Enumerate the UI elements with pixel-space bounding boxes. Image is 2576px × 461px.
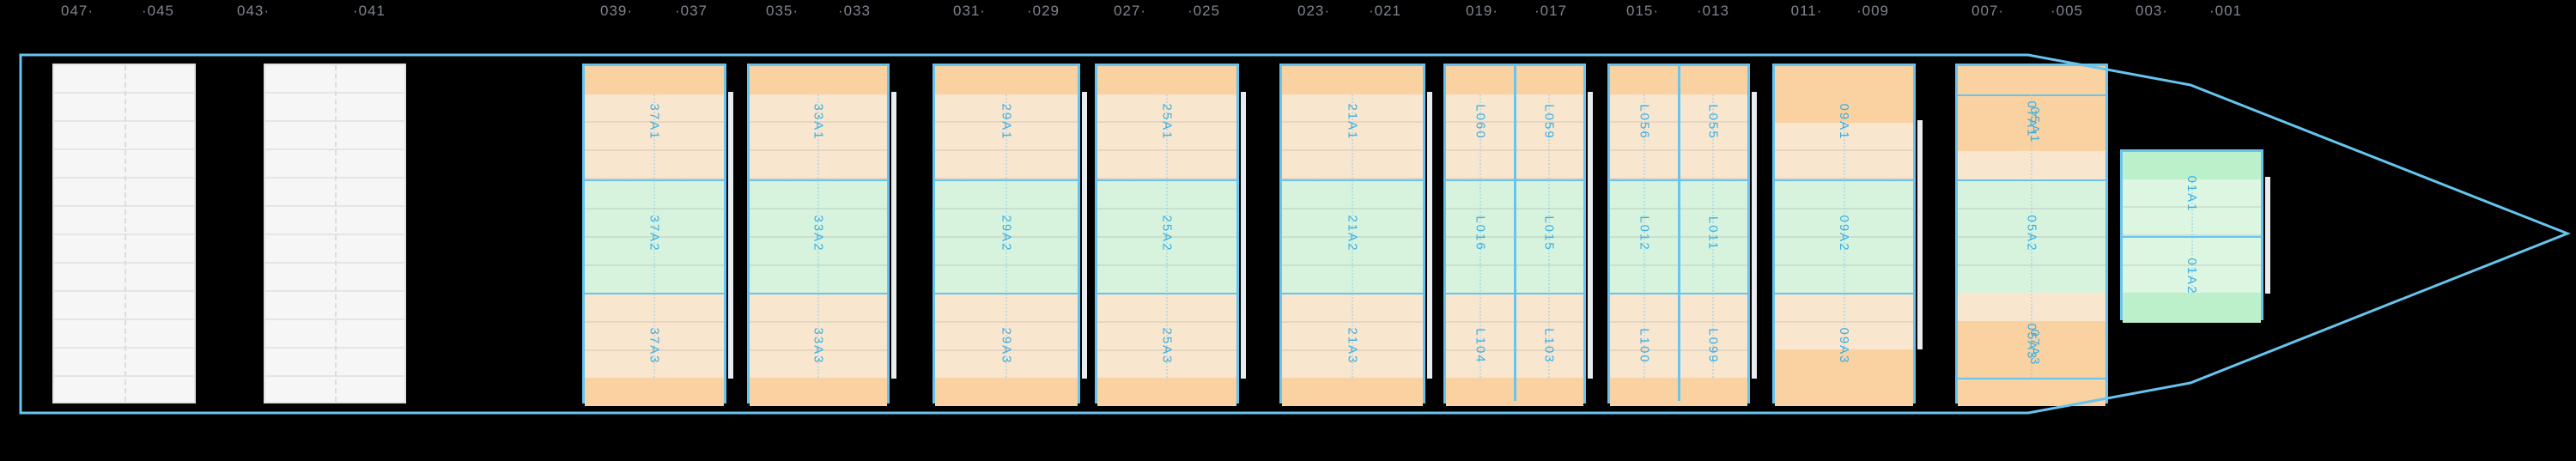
frame-number-label: ·021 xyxy=(1368,3,1402,19)
bay-05-section[interactable] xyxy=(1958,66,2105,94)
slot-label-L099: L099 xyxy=(1705,328,1721,364)
slot-label-33A2: 33A2 xyxy=(811,215,826,252)
slot-label-L103: L103 xyxy=(1541,328,1557,364)
slot-label-09A1: 09A1 xyxy=(1837,103,1851,141)
bay-33-section[interactable] xyxy=(750,378,887,406)
bay-29-section[interactable] xyxy=(935,66,1078,94)
bay-25-section[interactable] xyxy=(1097,378,1236,406)
slot-label-L016: L016 xyxy=(1473,215,1488,252)
bay-L2[interactable]: L056 L055 L012 L011 L100 L099 xyxy=(1607,64,1750,406)
frame-number-label: ·037 xyxy=(674,3,708,19)
hatch-side-strip xyxy=(1427,92,1432,379)
bay-33[interactable]: 33A1 33A2 33A3 xyxy=(747,64,890,406)
hatch-side-strip xyxy=(1917,120,1923,349)
frame-number-label: 039· xyxy=(599,3,634,19)
bay-01[interactable]: 01A1 01A2 xyxy=(2120,149,2263,323)
slot-label-L011: L011 xyxy=(1705,215,1721,252)
slot-label-25A2: 25A2 xyxy=(1159,215,1175,252)
hatch-side-strip xyxy=(1588,92,1593,379)
hatch-side-strip xyxy=(2265,177,2270,294)
slot-label-37A2: 37A2 xyxy=(647,215,662,252)
slot-label-09A3: 09A3 xyxy=(1837,327,1851,365)
bay-09[interactable]: 09A1 09A2 09A3 xyxy=(1772,64,1916,406)
frame-number-label: ·009 xyxy=(1856,3,1890,19)
frame-number-label: ·001 xyxy=(2208,3,2243,19)
bay-05-section[interactable] xyxy=(1958,378,2105,406)
slot-label-37A3: 37A3 xyxy=(647,327,662,365)
slot-label-29A3: 29A3 xyxy=(999,327,1014,365)
frame-number-label: 015· xyxy=(1625,3,1660,19)
bay-21-section[interactable] xyxy=(1282,66,1423,94)
frame-number-label: 035· xyxy=(765,3,799,19)
slot-label-L012: L012 xyxy=(1637,215,1652,252)
frame-number-label: ·017 xyxy=(1534,3,1568,19)
hatch-side-strip xyxy=(728,92,733,379)
slot-label-33A3: 33A3 xyxy=(811,327,826,365)
bay-37-section[interactable] xyxy=(585,66,724,94)
slot-label-07A3: 07A3 xyxy=(2026,329,2042,367)
frame-number-label: ·005 xyxy=(2050,3,2084,19)
frame-number-label: 023· xyxy=(1297,3,1331,19)
frame-number-label: 043· xyxy=(236,3,270,19)
frame-number-label: ·033 xyxy=(837,3,872,19)
frame-number-label: 027· xyxy=(1113,3,1147,19)
frame-number-label: 011· xyxy=(1790,3,1823,19)
bay-21[interactable]: 21A1 21A2 21A3 xyxy=(1279,64,1425,406)
frame-number-label: ·029 xyxy=(1026,3,1060,19)
slot-label-21A3: 21A3 xyxy=(1345,327,1360,365)
bay-01-section[interactable] xyxy=(2123,294,2261,323)
slot-label-L015: L015 xyxy=(1541,215,1557,252)
bay-29[interactable]: 29A1 29A2 29A3 xyxy=(933,64,1080,406)
frame-number-label: 031· xyxy=(952,3,987,19)
bay-37-section[interactable] xyxy=(585,378,724,406)
frame-number-label: ·025 xyxy=(1187,3,1221,19)
frame-number-label: 019· xyxy=(1465,3,1499,19)
slot-label-05A2: 05A2 xyxy=(2024,215,2039,252)
centerline-dash xyxy=(335,65,337,402)
slot-label-21A1: 21A1 xyxy=(1345,103,1360,141)
slot-label-L056: L056 xyxy=(1637,104,1652,140)
slot-label-09A2: 09A2 xyxy=(1837,215,1851,252)
frame-number-label: ·041 xyxy=(352,3,386,19)
lane-divider xyxy=(1514,66,1516,401)
slot-label-L060: L060 xyxy=(1473,104,1488,140)
slot-label-25A3: 25A3 xyxy=(1159,327,1175,365)
bay-37[interactable]: 37A1 37A2 37A3 xyxy=(582,64,726,406)
frame-number-label: 003· xyxy=(2135,3,2169,19)
bay-33-section[interactable] xyxy=(750,66,887,94)
slot-label-01A1: 01A1 xyxy=(2184,175,2199,213)
bay-21-section[interactable] xyxy=(1282,378,1423,406)
slot-label-25A1: 25A1 xyxy=(1159,103,1175,141)
slot-label-L104: L104 xyxy=(1473,328,1488,364)
frame-number-label: 007· xyxy=(1971,3,2005,19)
bay-25-section[interactable] xyxy=(1097,66,1236,94)
bay-25[interactable]: 25A1 25A2 25A3 xyxy=(1095,64,1239,406)
hatch-side-strip xyxy=(891,92,896,379)
frame-number-label: 047· xyxy=(60,3,94,19)
slot-label-05A1: 05A1 xyxy=(2026,106,2042,144)
empty-slot-grid[interactable] xyxy=(264,64,406,403)
centerline-dash xyxy=(124,65,126,402)
frame-number-label: ·045 xyxy=(141,3,175,19)
slot-label-29A2: 29A2 xyxy=(999,215,1014,252)
hatch-side-strip xyxy=(1241,92,1246,379)
hatch-side-strip xyxy=(1082,92,1087,379)
slot-label-L059: L059 xyxy=(1541,104,1557,140)
slot-label-01A2: 01A2 xyxy=(2184,258,2199,295)
lane-divider xyxy=(1678,66,1680,401)
slot-label-37A1: 37A1 xyxy=(647,103,662,141)
slot-label-L100: L100 xyxy=(1637,328,1652,364)
slot-label-29A1: 29A1 xyxy=(999,103,1014,141)
bay-L1[interactable]: L060 L059 L016 L015 L104 L103 xyxy=(1443,64,1586,406)
bay-05[interactable]: 07A1 05A1 05A2 05A3 07A3 xyxy=(1955,64,2108,406)
slot-label-33A1: 33A1 xyxy=(811,103,826,141)
bay-29-section[interactable] xyxy=(935,378,1078,406)
frame-number-label: ·013 xyxy=(1696,3,1730,19)
slot-label-21A2: 21A2 xyxy=(1345,215,1360,252)
empty-slot-grid[interactable] xyxy=(52,64,196,403)
hatch-side-strip xyxy=(1752,92,1757,379)
slot-label-L055: L055 xyxy=(1705,104,1721,140)
